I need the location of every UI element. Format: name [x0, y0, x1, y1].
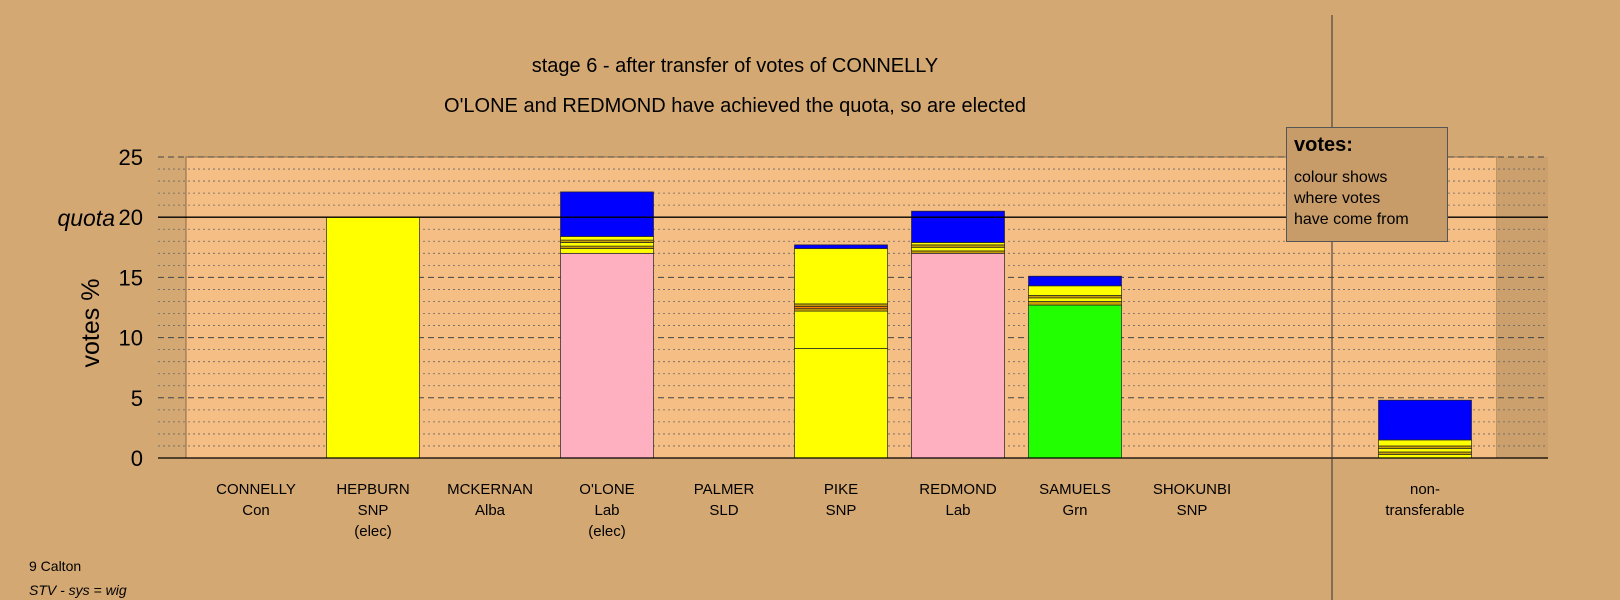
legend-line-3: have come from	[1294, 211, 1409, 228]
x-tick-label: transferable	[1385, 502, 1464, 519]
x-tick-label: Lab	[945, 502, 970, 519]
x-tick-label: (elec)	[354, 523, 392, 540]
x-tick-label: SNP	[826, 502, 857, 519]
bar-segment	[560, 239, 654, 243]
bar-segment	[1378, 439, 1472, 447]
bar-segment	[911, 210, 1005, 243]
bar-segment	[1378, 451, 1472, 455]
x-tick-label: Lab	[594, 502, 619, 519]
x-tick-label: Con	[242, 502, 270, 519]
x-tick-label: SAMUELS	[1039, 481, 1111, 498]
bar-segment	[794, 248, 888, 305]
bar-segment	[326, 216, 420, 459]
bar-segment	[1378, 445, 1472, 449]
x-tick-label: SNP	[358, 502, 389, 519]
legend-line-2: where votes	[1294, 190, 1381, 207]
bar-segment	[560, 245, 654, 249]
y-tick-label: 10	[119, 326, 143, 351]
legend-box: votes: colour shows where votes have com…	[1286, 127, 1448, 242]
bar-segment	[1378, 399, 1472, 441]
bar-segment	[794, 244, 888, 249]
x-tick-label: non-	[1410, 481, 1440, 498]
x-tick-label: SLD	[709, 502, 738, 519]
bar-segment	[1028, 304, 1122, 459]
x-tick-label: REDMOND	[919, 481, 997, 498]
bar-segment	[794, 305, 888, 310]
bar-segment	[1028, 297, 1122, 302]
x-tick-label: (elec)	[588, 523, 626, 540]
bar-segment	[794, 303, 888, 307]
bar-segment	[560, 248, 654, 254]
bar-segment	[794, 308, 888, 312]
bar-segment	[1028, 275, 1122, 287]
chart-subtitle: O'LONE and REDMOND have achieved the quo…	[444, 95, 1026, 117]
x-tick-label: MCKERNAN	[447, 481, 533, 498]
x-tick-label: PALMER	[694, 481, 755, 498]
system-label: STV - sys = wig	[29, 582, 127, 598]
quota-label: quota	[57, 205, 115, 231]
bar-segment	[911, 244, 1005, 248]
y-tick-label: 15	[119, 265, 143, 290]
chart-title: stage 6 - after transfer of votes of CON…	[532, 55, 938, 77]
y-tick-label: 0	[131, 446, 143, 471]
bar-segment	[560, 252, 654, 459]
y-tick-label: 5	[131, 386, 143, 411]
bar-segment	[560, 236, 654, 241]
ward-label: 9 Calton	[29, 558, 82, 574]
bar-segment	[911, 246, 1005, 252]
y-tick-label: 25	[119, 145, 143, 170]
x-tick-label: HEPBURN	[336, 481, 409, 498]
bar-segment	[1028, 295, 1122, 299]
y-axis-label: votes %	[77, 279, 105, 368]
bar-segment	[794, 348, 888, 459]
x-tick-label: PIKE	[824, 481, 858, 498]
x-tick-label: CONNELLY	[216, 481, 296, 498]
x-tick-label: SNP	[1177, 502, 1208, 519]
legend-line-1: colour shows	[1294, 169, 1388, 186]
x-tick-label: O'LONE	[579, 481, 634, 498]
x-tick-label: SHOKUNBI	[1153, 481, 1231, 498]
x-tick-label: Grn	[1062, 502, 1087, 519]
bar-segment	[1028, 301, 1122, 306]
bar-segment	[911, 252, 1005, 459]
bar-segment	[560, 191, 654, 237]
y-tick-label: 20	[119, 205, 143, 230]
bar-segment	[911, 250, 1005, 254]
bar-segment	[911, 242, 1005, 246]
bar-segment	[1378, 448, 1472, 453]
legend-heading: votes:	[1294, 134, 1353, 156]
right-band	[1497, 157, 1548, 458]
x-tick-label: Alba	[475, 502, 506, 519]
bar-segment	[1028, 285, 1122, 296]
bar-segment	[560, 242, 654, 247]
bar-segment	[794, 310, 888, 349]
